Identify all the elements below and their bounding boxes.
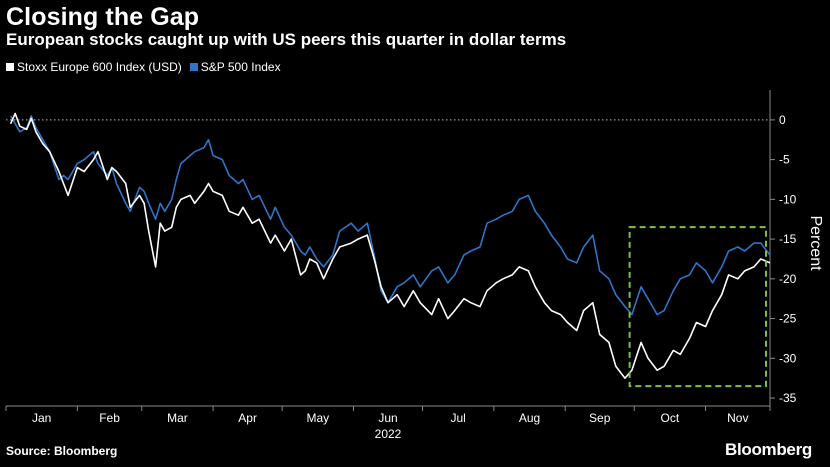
x-tick-label: May xyxy=(306,411,329,425)
y-tick-label: -35 xyxy=(779,391,797,405)
x-tick-label: Jan xyxy=(32,411,51,425)
series-line-stoxx xyxy=(9,112,771,379)
legend-swatch-sp500 xyxy=(189,63,198,71)
x-tick-label: Jun xyxy=(378,411,397,425)
x-tick-label: Sep xyxy=(589,411,611,425)
bloomberg-logo: Bloomberg xyxy=(724,440,812,459)
y-tick-label: -10 xyxy=(779,192,797,206)
x-axis-year-label: 2022 xyxy=(375,427,402,441)
legend-swatch-stoxx xyxy=(6,63,14,71)
y-tick-label: -15 xyxy=(779,232,797,246)
x-tick-label: Feb xyxy=(99,411,120,425)
legend-label-sp500: S&P 500 Index xyxy=(200,60,281,74)
highlight-box xyxy=(628,226,768,388)
x-tick-label: Mar xyxy=(167,411,188,425)
source-note: Source: Bloomberg xyxy=(6,444,118,458)
y-tick-label: 0 xyxy=(779,113,786,127)
x-tick-label: Apr xyxy=(238,411,257,425)
legend: Stoxx Europe 600 Index (USD) S&P 500 Ind… xyxy=(6,60,281,74)
legend-item-stoxx: Stoxx Europe 600 Index (USD) xyxy=(6,60,182,74)
y-tick-label: -30 xyxy=(779,351,797,365)
y-axis-title: Percent xyxy=(807,215,824,271)
x-tick-label: Nov xyxy=(727,411,748,425)
legend-item-sp500: S&P 500 Index xyxy=(189,60,281,74)
chart-title: Closing the Gap xyxy=(6,3,200,31)
x-tick-label: Oct xyxy=(661,411,680,425)
x-tick-label: Jul xyxy=(451,411,466,425)
y-tick-label: -25 xyxy=(779,312,797,326)
chart-subtitle: European stocks caught up with US peers … xyxy=(6,30,567,49)
legend-label-stoxx: Stoxx Europe 600 Index (USD) xyxy=(17,60,182,74)
series-line-sp500 xyxy=(9,115,771,316)
y-tick-label: -20 xyxy=(779,272,797,286)
x-tick-label: Aug xyxy=(519,411,540,425)
y-tick-label: -5 xyxy=(779,153,790,167)
